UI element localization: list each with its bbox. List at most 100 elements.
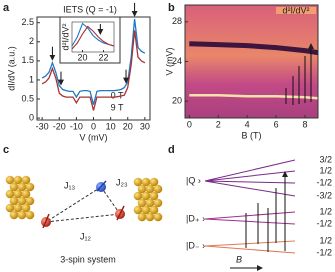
- state-label: |D₋ ›: [186, 240, 205, 250]
- gold-atom: [5, 203, 15, 213]
- y-tick-label: 24: [172, 56, 182, 66]
- m-label: 1/2: [319, 235, 332, 245]
- y-tick-label: 28: [172, 16, 182, 26]
- inset-plot: [71, 21, 115, 53]
- caption: 3-spin system: [60, 254, 116, 264]
- x-tick-label: 10: [106, 121, 116, 131]
- spin-arrow: [116, 205, 125, 221]
- band: [189, 93, 319, 100]
- coupling-label: J₂₃: [116, 177, 128, 187]
- gold-atom: [137, 184, 147, 194]
- x-tick-label: 2: [216, 119, 221, 129]
- gold-atom: [13, 203, 23, 213]
- heatmap-background: [185, 5, 318, 118]
- gold-atom: [145, 198, 155, 208]
- y-axis-label: V (mV): [164, 47, 174, 75]
- x-axis-label: V (mV): [80, 132, 108, 142]
- x-tick-label: 0: [91, 121, 96, 131]
- spin-arrow: [42, 213, 50, 229]
- gold-atom: [137, 198, 147, 208]
- gold-atom: [145, 212, 155, 222]
- x-tick-label: -20: [53, 121, 66, 131]
- x-tick-label: 0: [187, 119, 192, 129]
- gold-atom: [153, 198, 163, 208]
- panel-label: a: [3, 2, 10, 14]
- gold-atom: [133, 177, 143, 187]
- gold-atom: [21, 203, 31, 213]
- gold-atom: [149, 205, 159, 215]
- gold-atom: [141, 205, 151, 215]
- series-label: 0 T: [111, 90, 124, 100]
- y-tick-label: 0: [29, 112, 34, 122]
- m-label: 1/2: [319, 165, 332, 175]
- gold-atom: [9, 182, 19, 192]
- colorbar: [276, 7, 316, 14]
- gold-atom: [141, 191, 151, 201]
- gold-atom: [149, 177, 159, 187]
- gold-atom: [17, 210, 27, 220]
- y-tick-label: 2.5: [21, 17, 34, 27]
- gold-atom: [21, 189, 31, 199]
- y-tick-label: 1: [29, 74, 34, 84]
- inset-title: IETS (Q = -1): [63, 4, 117, 14]
- gold-atom: [13, 175, 23, 185]
- state-label: |D₊ ›: [186, 213, 205, 223]
- data-line: [41, 30, 146, 111]
- y-tick-label: 0.5: [21, 93, 34, 103]
- gold-atom: [21, 175, 31, 185]
- gold-atom: [17, 182, 27, 192]
- panel-label: d: [168, 144, 175, 156]
- gold-atom: [5, 189, 15, 199]
- gold-atom: [5, 175, 15, 185]
- x-tick-label: 30: [140, 121, 150, 131]
- inset-frame: [59, 16, 121, 64]
- colorbar-label: d²I/dV²: [282, 5, 309, 15]
- x-tick-label: -30: [36, 121, 49, 131]
- coupling-label: J₁₂: [80, 231, 92, 241]
- gold-atom: [9, 210, 19, 220]
- level-line: [204, 211, 296, 225]
- x-tick-label: 4: [245, 119, 250, 129]
- data-line: [71, 25, 115, 50]
- panel-label: b: [168, 2, 175, 14]
- gold-atom: [133, 205, 143, 215]
- state-label: |Q ›: [186, 175, 201, 185]
- coupling-line: [100, 186, 121, 215]
- series-label: 9 T: [111, 102, 124, 112]
- x-tick-label: 6: [274, 119, 279, 129]
- gold-atom: [137, 212, 147, 222]
- gold-atom: [153, 212, 163, 222]
- spin-diagram: J₁₃ J₂₃ J₁₂ 3-spin system: [41, 177, 128, 264]
- m-label: -1/2: [316, 177, 332, 187]
- level-line: [204, 240, 296, 254]
- y-tick-label: 1.5: [21, 55, 34, 65]
- coupling-label: J₁₃: [64, 180, 76, 190]
- level-diagram: [204, 159, 296, 271]
- y-axis-label: dI/dV (a.u.): [6, 46, 16, 91]
- y-axis-label: d²I/dV²: [60, 23, 70, 50]
- m-label: 1/2: [319, 206, 332, 216]
- transition-arrow: [245, 172, 285, 252]
- y-tick-label: 20: [172, 96, 182, 106]
- m-label: -3/2: [316, 190, 332, 200]
- y-tick-label: 2: [29, 36, 34, 46]
- x-tick-label: 8: [302, 119, 307, 129]
- gold-atom: [153, 184, 163, 194]
- gold-atom: [9, 196, 19, 206]
- gold-atom: [17, 196, 27, 206]
- x-tick-label: 20: [77, 52, 87, 62]
- gold-atom: [13, 189, 23, 199]
- coupling-line: [45, 186, 102, 223]
- level-line: [204, 159, 296, 197]
- gold-atom: [25, 182, 35, 192]
- gold-atom: [149, 191, 159, 201]
- x-tick-label: -10: [70, 121, 83, 131]
- gold-atom: [25, 210, 35, 220]
- coupling-line: [45, 213, 121, 223]
- m-label: -1/2: [316, 247, 332, 257]
- transition-arrow: [285, 44, 311, 105]
- spin-arrow: [96, 180, 107, 192]
- gold-atom: [141, 177, 151, 187]
- band: [189, 41, 319, 56]
